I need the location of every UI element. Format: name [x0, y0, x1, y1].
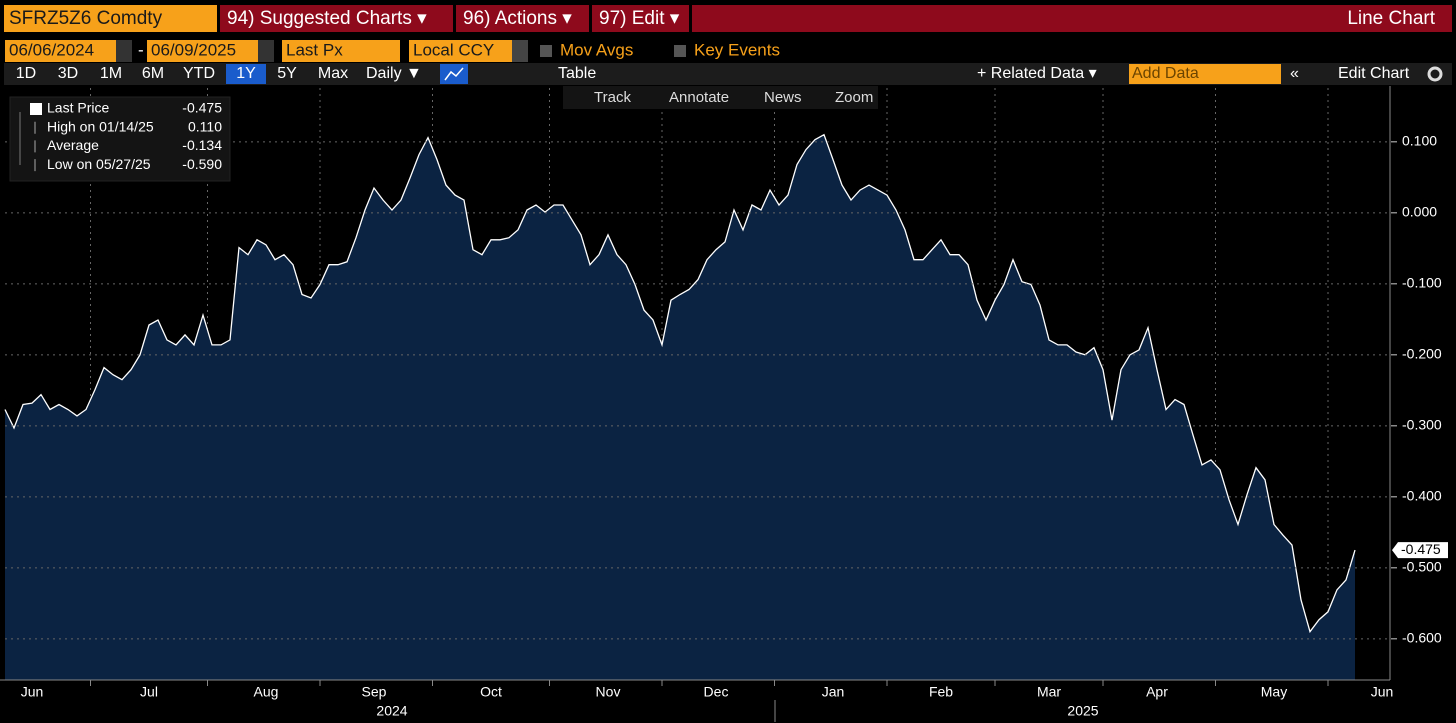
toolbar	[4, 63, 1452, 85]
tools-bar	[563, 86, 878, 109]
option[interactable]: Key Events	[694, 40, 780, 59]
period[interactable]: 1Y	[236, 65, 256, 82]
edit-chart[interactable]: Edit Chart	[1338, 65, 1410, 82]
year-label: 2025	[1067, 703, 1098, 719]
x-tick-label: Oct	[480, 684, 502, 700]
dropdown-icon[interactable]	[512, 40, 528, 62]
ticker-box[interactable]	[4, 5, 217, 32]
period[interactable]: 3D	[58, 65, 78, 82]
option[interactable]: Mov Avgs	[560, 40, 633, 59]
field-box[interactable]	[282, 40, 400, 62]
last-value-label: -0.475	[1401, 541, 1441, 557]
chart-type: Line Chart	[1347, 8, 1435, 29]
chart-tool[interactable]: News	[764, 89, 802, 106]
period[interactable]: 1D	[16, 65, 36, 82]
x-tick-label: Jun	[1371, 684, 1394, 700]
field: Last Px	[286, 40, 343, 59]
x-tick-label: Mar	[1037, 684, 1061, 700]
add-data: Add Data	[1132, 65, 1199, 82]
period[interactable]: YTD	[183, 65, 215, 82]
plot: 0.100 0.000 -0.100 -0.200 -0.300 -0.400 -0.500…	[0, 86, 1448, 722]
legend-value: -0.134	[182, 137, 222, 153]
frequency[interactable]: Daily ▼	[366, 65, 422, 82]
legend-value: -0.475	[182, 100, 222, 116]
x-tick-label: Dec	[704, 684, 729, 700]
menu-tab[interactable]	[456, 5, 589, 32]
y-tick-label: 0.000	[1402, 204, 1437, 220]
y-tick-label: 0.100	[1402, 133, 1437, 149]
y-tick-label: -0.300	[1402, 417, 1442, 433]
line-icon-glyph	[444, 67, 464, 81]
legend-swatch	[30, 103, 42, 115]
x-tick-label: Jul	[140, 684, 158, 700]
period[interactable]: 1M	[100, 65, 122, 82]
settings-icon[interactable]	[1427, 66, 1443, 82]
y-tick-label: -0.600	[1402, 630, 1442, 646]
legend: Last Price -0.475 High on 01/14/25 0.110 Ave…	[19, 100, 222, 172]
x-tick-label: Jan	[822, 684, 845, 700]
chart-tool[interactable]: Track	[594, 89, 631, 106]
legend-value: -0.590	[182, 156, 222, 172]
menu[interactable]: 96) Actions ▾	[463, 8, 572, 29]
x-tick-label: May	[1261, 684, 1287, 700]
year-label: 2024	[376, 703, 407, 719]
title-bar	[692, 5, 1452, 32]
y-tick-label: -0.500	[1402, 559, 1442, 575]
table-button[interactable]: Table	[558, 65, 596, 82]
chart-tool[interactable]: Annotate	[669, 89, 729, 106]
x-tick-label: Aug	[254, 684, 279, 700]
currency: Local CCY	[413, 40, 494, 59]
legend-box	[9, 96, 231, 182]
start-date: 06/06/2024	[9, 40, 94, 59]
end-date: 06/09/2025	[151, 40, 236, 59]
calendar-icon[interactable]	[258, 40, 274, 62]
period-selected	[226, 64, 266, 84]
x-tick-label: Nov	[596, 684, 621, 700]
date-field[interactable]	[5, 40, 116, 62]
legend-value: 0.110	[188, 118, 222, 134]
ticker: SFRZ5Z6 Comdty	[9, 8, 163, 29]
date-separator: -	[138, 40, 144, 59]
calendar-icon[interactable]	[116, 40, 132, 62]
checkbox[interactable]	[540, 45, 552, 57]
period[interactable]: 6M	[142, 65, 164, 82]
y-tick-label: -0.100	[1402, 275, 1442, 291]
y-tick-label: -0.400	[1402, 488, 1442, 504]
chart-tool[interactable]: Zoom	[835, 89, 873, 106]
x-tick-label: Apr	[1146, 684, 1168, 700]
currency-box[interactable]	[409, 40, 512, 62]
legend-label: High on 01/14/25	[47, 118, 154, 134]
chart-tools: Track Annotate News Zoom	[563, 86, 878, 109]
date-field[interactable]	[147, 40, 258, 62]
x-tick-label: Sep	[362, 684, 387, 700]
menu[interactable]: 97) Edit ▾	[599, 8, 680, 29]
related-data[interactable]: + Related Data ▾	[977, 65, 1097, 82]
x-tick-label: Jun	[21, 684, 44, 700]
period-buttons: 1D 3D 1M 6M YTD 1Y 5Y Max	[16, 64, 348, 84]
menu-tab[interactable]	[220, 5, 453, 32]
menu[interactable]: 94) Suggested Charts ▾	[227, 8, 427, 29]
checkbox[interactable]	[674, 45, 686, 57]
period[interactable]: 5Y	[277, 65, 297, 82]
legend-label: Average	[47, 137, 99, 153]
line	[4, 133, 1356, 634]
collapse-icon[interactable]: «	[1290, 65, 1299, 82]
menu-tab[interactable]	[592, 5, 689, 32]
add-data-box[interactable]	[1129, 64, 1281, 84]
x-tick-label: Feb	[929, 684, 953, 700]
y-tick-label: -0.200	[1402, 346, 1442, 362]
period[interactable]: Max	[318, 65, 348, 82]
last-value-tag	[1392, 542, 1448, 559]
legend-label: Last Price	[47, 100, 109, 116]
legend-label: Low on 05/27/25	[47, 156, 151, 172]
